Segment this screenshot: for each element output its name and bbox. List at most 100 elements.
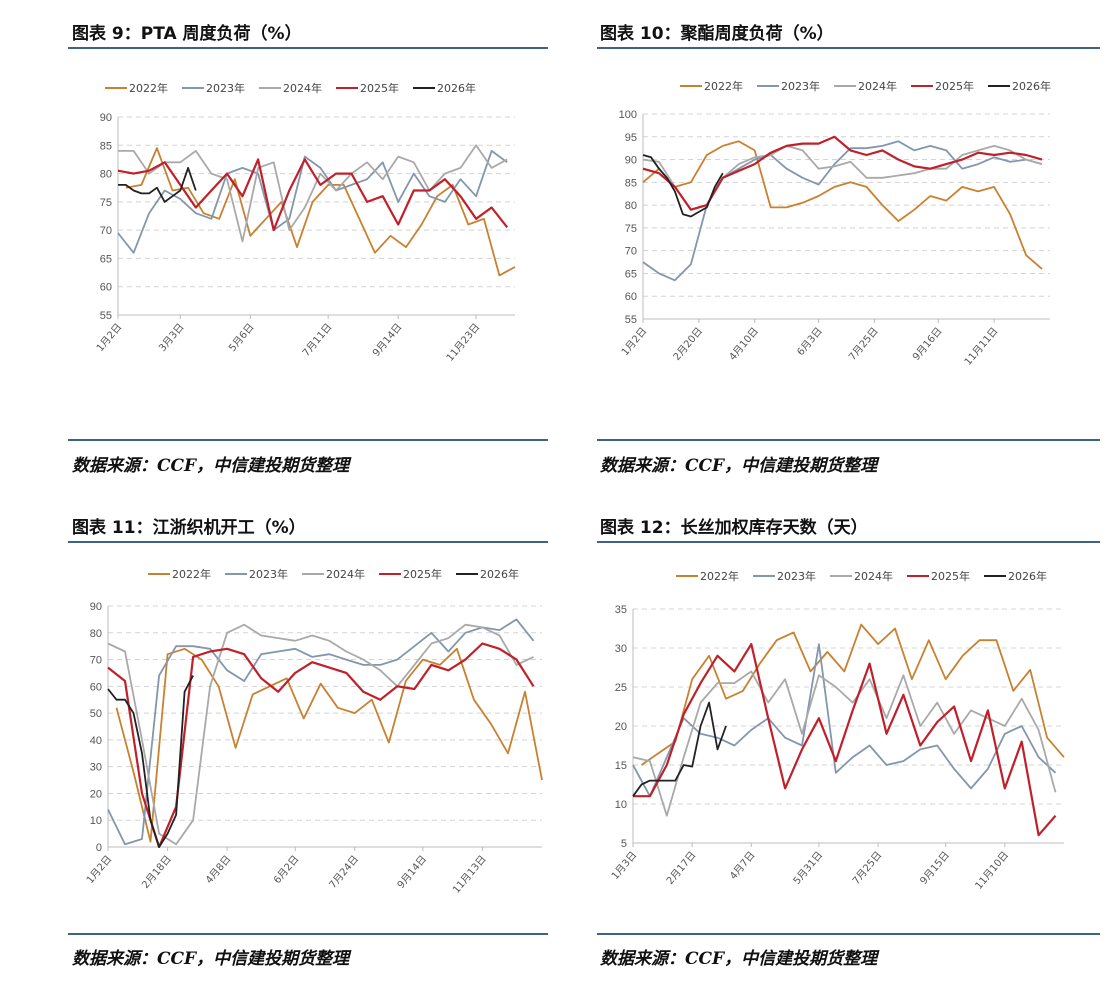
legend-label: 2023年 <box>206 82 245 95</box>
legend-item-2025: 2025年 <box>336 80 399 96</box>
series-line-2025 <box>107 642 535 849</box>
header-rule <box>597 47 1100 49</box>
legend-swatch <box>911 84 933 88</box>
legend-swatch <box>757 84 779 88</box>
series-line-2022 <box>115 647 543 843</box>
legend-swatch <box>676 574 698 578</box>
legend-item-2023: 2023年 <box>757 78 820 94</box>
y-tick-label: 55 <box>625 314 637 326</box>
pta-load-chart: 2022年 2023年 2024年 2025年 2026年 55 60 65 70 75 80 85… <box>60 70 540 400</box>
chart-legend: 2022年 2023年 2024年 2025年 2026年 <box>105 80 476 96</box>
source-note: 数据来源：CCF，中信建投期货整理 <box>600 949 878 969</box>
legend-label: 2024年 <box>326 568 365 581</box>
legend-label: 2025年 <box>935 80 974 93</box>
source-note: 数据来源：CCF，中信建投期货整理 <box>72 949 350 969</box>
x-tick-label: 6月3日 <box>795 325 825 358</box>
y-tick-label: 100 <box>619 109 637 121</box>
legend-item-2022: 2022年 <box>676 568 739 584</box>
series-line-2026 <box>632 701 727 797</box>
legend-label: 2022年 <box>129 82 168 95</box>
chart-12-title: 图表 12：长丝加权库存天数（天） <box>600 518 868 538</box>
filament-inventory-chart: 2022年 2023年 2024年 2025年 2026年 5 10 15 20 25 30 35 1… <box>600 560 1070 900</box>
y-tick-label: 75 <box>100 197 112 209</box>
x-tick-label: 2月20日 <box>671 325 705 363</box>
x-tick-label: 1月2日 <box>84 853 114 886</box>
legend-label: 2025年 <box>360 82 399 95</box>
legend-item-2024: 2024年 <box>830 568 893 584</box>
y-tick-label: 65 <box>625 268 637 280</box>
y-tick-label: 40 <box>90 735 102 747</box>
x-tick-label: 5月6日 <box>226 321 256 354</box>
y-tick-label: 35 <box>615 604 627 616</box>
y-tick-label: 15 <box>615 760 627 772</box>
legend-swatch <box>456 572 478 576</box>
y-tick-label: 95 <box>625 132 637 144</box>
x-tick-label: 1月2日 <box>94 321 124 354</box>
x-tick-label: 7月24日 <box>327 853 361 891</box>
legend-swatch <box>834 84 856 88</box>
x-tick-label: 7月25日 <box>846 325 880 363</box>
y-tick-label: 25 <box>615 682 627 694</box>
legend-label: 2024年 <box>858 80 897 93</box>
legend-swatch <box>753 574 775 578</box>
y-tick-label: 90 <box>100 112 112 124</box>
legend-item-2026: 2026年 <box>988 78 1051 94</box>
y-tick-label: 85 <box>625 177 637 189</box>
x-tick-label: 11月23日 <box>444 321 482 364</box>
y-tick-label: 10 <box>615 799 627 811</box>
series-line-2026 <box>118 167 197 203</box>
legend-item-2022: 2022年 <box>148 566 211 582</box>
y-tick-label: 90 <box>90 601 102 613</box>
y-tick-label: 30 <box>90 762 102 774</box>
y-tick-label: 70 <box>625 246 637 258</box>
x-tick-label: 1月3日 <box>609 849 639 882</box>
legend-label: 2022年 <box>172 568 211 581</box>
legend-label: 2025年 <box>931 570 970 583</box>
x-tick-label: 9月14日 <box>370 321 404 359</box>
legend-label: 2026年 <box>1012 80 1051 93</box>
x-tick-label: 11月11日 <box>962 325 1000 368</box>
y-tick-label: 80 <box>625 200 637 212</box>
legend-item-2025: 2025年 <box>907 568 970 584</box>
legend-item-2023: 2023年 <box>182 80 245 96</box>
x-tick-label: 5月31日 <box>791 849 825 887</box>
y-tick-label: 0 <box>96 842 102 854</box>
y-tick-label: 10 <box>90 815 102 827</box>
legend-swatch <box>336 86 358 90</box>
weaving-operating-chart: 2022年 2023年 2024年 2025年 2026年 0 10 20 30 40 50 60 7… <box>60 560 550 900</box>
series-line-2025 <box>633 642 1057 837</box>
legend-swatch <box>182 86 204 90</box>
x-tick-label: 9月15日 <box>918 849 952 887</box>
plot-area: 55 60 65 70 75 80 85 90 95 100 1月2日 2月20日 4月10日 6月3日 7… <box>619 109 1050 368</box>
y-tick-label: 85 <box>100 140 112 152</box>
chart-10-title: 图表 10：聚酯周度负荷（%） <box>600 24 834 44</box>
chart-9-title: 图表 9：PTA 周度负荷（%） <box>72 24 302 44</box>
legend-item-2026: 2026年 <box>413 80 476 96</box>
series-line-2022 <box>642 140 1043 270</box>
legend-label: 2023年 <box>781 80 820 93</box>
footer-rule <box>68 933 548 935</box>
legend-swatch <box>988 84 1010 88</box>
legend-label: 2025年 <box>403 568 442 581</box>
chart-legend: 2022年 2023年 2024年 2025年 2026年 <box>148 566 519 582</box>
legend-label: 2023年 <box>249 568 288 581</box>
y-tick-label: 20 <box>615 721 627 733</box>
x-tick-label: 7月11日 <box>300 321 334 359</box>
legend-swatch <box>105 86 127 90</box>
legend-swatch <box>379 572 401 576</box>
legend-swatch <box>148 572 170 576</box>
x-tick-label: 6月2日 <box>271 853 301 886</box>
series-line-2022 <box>125 147 516 277</box>
y-tick-label: 55 <box>100 310 112 322</box>
series-line-2023 <box>117 150 508 254</box>
plot-area: 5 10 15 20 25 30 35 1月3日 2月17日 4月7日 5月31日 7月25日 9月15… <box>609 604 1065 892</box>
y-tick-label: 60 <box>625 291 637 303</box>
legend-item-2024: 2024年 <box>302 566 365 582</box>
x-tick-label: 11月10日 <box>973 849 1011 892</box>
x-tick-label: 9月16日 <box>910 325 944 363</box>
chart-legend: 2022年 2023年 2024年 2025年 2026年 <box>680 78 1051 94</box>
y-tick-label: 75 <box>625 223 637 235</box>
x-tick-label: 2月18日 <box>140 853 174 891</box>
legend-swatch <box>907 574 929 578</box>
legend-item-2026: 2026年 <box>984 568 1047 584</box>
